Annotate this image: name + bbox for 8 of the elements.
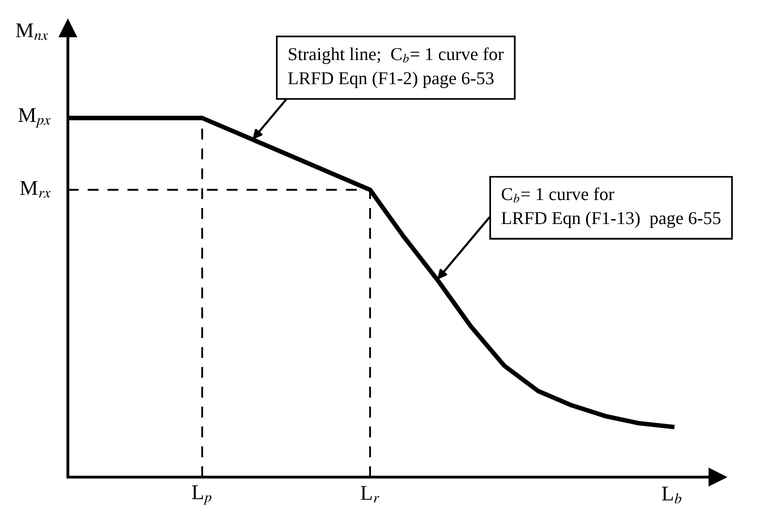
ref-line-label: M$_{rx}$ <box>20 181 51 198</box>
annotation: C$_{b}$= 1 curve for LRFD Eqn (F1-13) page 6-55 <box>502 187 720 228</box>
x-tick-label: L$_{r}$ <box>360 486 380 503</box>
text: Straight line; C$_{b}$= 1 curve for LRFD Eqn (F1-2) page 6-53 <box>288 47 504 88</box>
x-axis-title: L$_{b}$ <box>662 486 682 504</box>
text: M$_{px}$ <box>18 108 51 128</box>
y-axis-title: M$_{nx}$ <box>16 23 48 40</box>
x-tick-label: L$_{p}$ <box>192 485 212 505</box>
